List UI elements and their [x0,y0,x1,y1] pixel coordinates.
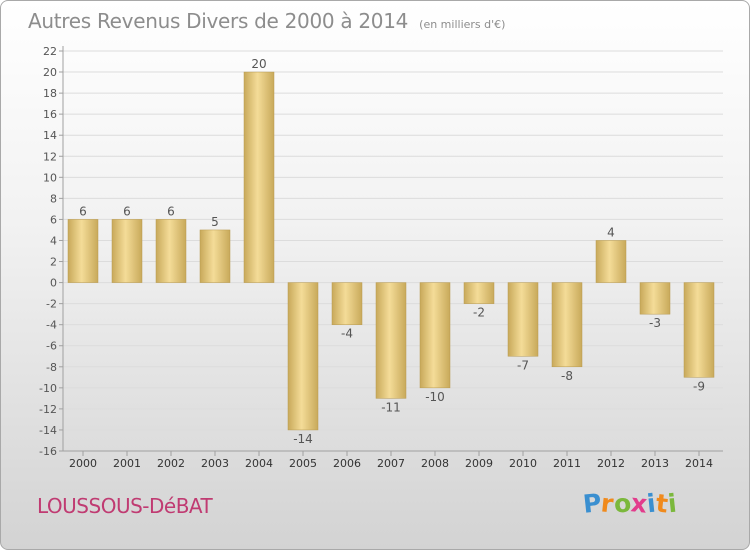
y-tick-label: -8 [46,361,57,374]
x-tick-label: 2000 [69,457,97,470]
bar-2008 [419,282,451,389]
x-tick-label: 2008 [421,457,449,470]
y-tick-label: 20 [43,66,57,79]
y-tick-label: 10 [43,171,57,184]
x-tick-label: 2011 [553,457,581,470]
bar-2004 [243,71,275,283]
y-tick-label: 4 [50,234,57,247]
bar-2003 [199,229,231,283]
y-tick-label: 18 [43,87,57,100]
y-tick-label: -6 [46,340,57,353]
bar-2011 [551,282,583,368]
y-tick-label: -12 [39,403,57,416]
x-tick-label: 2006 [333,457,361,470]
data-label: -7 [517,358,529,372]
data-label: -8 [561,369,573,383]
y-tick-label: 14 [43,129,57,142]
x-tick-label: 2005 [289,457,317,470]
proxiti-logo: Proxiti [582,488,678,519]
x-tick-label: 2003 [201,457,229,470]
y-tick-label: 6 [50,213,57,226]
y-tick-label: 16 [43,108,57,121]
y-tick-label: 12 [43,150,57,163]
bar-2002 [155,219,187,283]
data-label: -9 [693,379,705,393]
chart-title-row: Autres Revenus Divers de 2000 à 2014 (en… [28,9,505,33]
bar-2007 [375,282,407,399]
bar-2001 [111,219,143,283]
x-tick-label: 2010 [509,457,537,470]
y-tick-label: -4 [46,319,57,332]
chart-subtitle: (en milliers d'€) [419,18,506,31]
bar-2005 [287,282,319,431]
data-label: -3 [649,316,661,330]
x-tick-label: 2014 [685,457,713,470]
data-label: 6 [79,204,87,218]
bar-2012 [595,240,627,283]
chart-title: Autres Revenus Divers de 2000 à 2014 [28,9,409,33]
location-label: LOUSSOUS-DéBAT [37,494,213,518]
data-label: 20 [251,57,266,71]
y-tick-label: 22 [43,45,57,58]
data-label: 4 [607,225,615,239]
x-tick-label: 2004 [245,457,273,470]
y-tick-label: 8 [50,192,57,205]
y-tick-label: -14 [39,424,57,437]
y-tick-label: -10 [39,382,57,395]
y-tick-label: -2 [46,298,57,311]
x-tick-label: 2009 [465,457,493,470]
data-label: -4 [341,327,353,341]
bar-2009 [463,282,495,304]
y-tick-label: 0 [50,277,57,290]
x-tick-label: 2001 [113,457,141,470]
y-tick-label: 2 [50,256,57,269]
x-tick-label: 2002 [157,457,185,470]
bar-2000 [67,219,99,283]
data-label: -2 [473,306,485,320]
data-label: -10 [425,390,445,404]
bar-2013 [639,282,671,315]
bar-2010 [507,282,539,357]
x-tick-label: 2013 [641,457,669,470]
data-label: 5 [211,215,219,229]
logo-letter: i [666,488,678,519]
x-tick-label: 2012 [597,457,625,470]
y-tick-label: -16 [39,445,57,458]
data-label: 6 [123,204,131,218]
bar-2014 [683,282,715,378]
bar-2006 [331,282,363,325]
data-label: -14 [293,432,313,446]
x-tick-label: 2007 [377,457,405,470]
data-label: -11 [381,400,401,414]
data-label: 6 [167,204,175,218]
